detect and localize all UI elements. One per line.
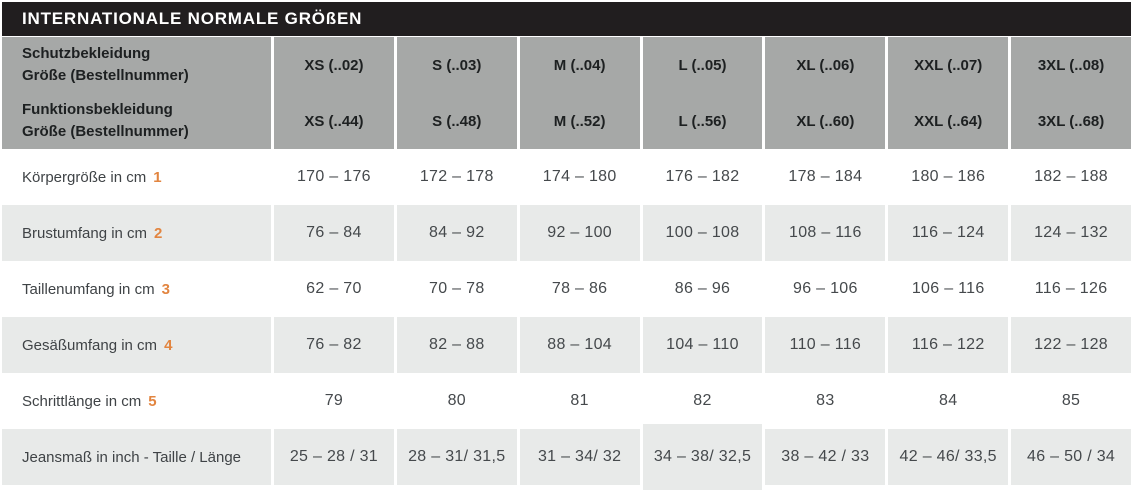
table-cell: 100 – 108 <box>642 205 763 261</box>
table-cell: 42 – 46/ 33,5 <box>888 429 1009 485</box>
row-label-text: Jeansmaß in inch - Taille / Länge <box>22 448 242 466</box>
table-row-koerpergroesse: Körpergröße in cm 1 170 – 176 172 – 178 … <box>2 149 1131 205</box>
size-header-cell: S (..03) <box>396 37 517 93</box>
table-cell: 84 <box>888 373 1009 429</box>
table-row-gesaessumfang: Gesäßumfang in cm 4 76 – 82 82 – 88 88 –… <box>2 317 1131 373</box>
header-label-funktionsbekleidung: Funktionsbekleidung Größe (Bestellnummer… <box>2 93 271 149</box>
row-label-text: Gesäßumfang in cm <box>22 336 158 354</box>
table-cell: 180 – 186 <box>888 149 1009 205</box>
table-cell: 182 – 188 <box>1011 149 1131 205</box>
table-row-jeansmass: Jeansmaß in inch - Taille / Länge 25 – 2… <box>2 424 1131 490</box>
table-row-brustumfang: Brustumfang in cm 2 76 – 84 84 – 92 92 –… <box>2 205 1131 261</box>
header-label-line1: Funktionsbekleidung <box>22 101 173 118</box>
row-label: Gesäßumfang in cm 4 <box>2 317 271 373</box>
table-cell: 110 – 116 <box>765 317 886 373</box>
table-cell: 88 – 104 <box>519 317 640 373</box>
table-cell: 116 – 126 <box>1011 261 1131 317</box>
size-header-cell: 3XL (..68) <box>1011 93 1131 149</box>
footnote-marker: 1 <box>153 168 162 186</box>
table-cell: 85 <box>1011 373 1131 429</box>
table-cell: 84 – 92 <box>396 205 517 261</box>
table-cell: 83 <box>765 373 886 429</box>
size-header-cell: 3XL (..08) <box>1011 37 1131 93</box>
table-cell: 78 – 86 <box>519 261 640 317</box>
table-cell: 82 <box>642 373 763 429</box>
table-cell: 46 – 50 / 34 <box>1011 429 1131 485</box>
table-cell: 124 – 132 <box>1011 205 1131 261</box>
size-header-cell: XL (..06) <box>765 37 886 93</box>
size-header-cell: XL (..60) <box>765 93 886 149</box>
table-cell: 62 – 70 <box>274 261 394 317</box>
table-cell: 116 – 124 <box>888 205 1009 261</box>
table-row-taillenumfang: Taillenumfang in cm 3 62 – 70 70 – 78 78… <box>2 261 1131 317</box>
table-cell: 172 – 178 <box>396 149 517 205</box>
table-cell: 116 – 122 <box>888 317 1009 373</box>
row-label: Körpergröße in cm 1 <box>2 149 271 205</box>
table-header: Schutzbekleidung Größe (Bestellnummer) X… <box>2 37 1131 149</box>
size-header-cell: M (..04) <box>519 37 640 93</box>
row-label-text: Brustumfang in cm <box>22 224 148 242</box>
size-header-cell: L (..05) <box>642 37 763 93</box>
table-cell: 108 – 116 <box>765 205 886 261</box>
header-label-line2: Größe (Bestellnummer) <box>22 67 189 84</box>
table-cell: 76 – 84 <box>274 205 394 261</box>
header-label-line2: Größe (Bestellnummer) <box>22 123 189 140</box>
size-header-cell: XXL (..07) <box>888 37 1009 93</box>
row-label-text: Schrittlänge in cm <box>22 392 142 410</box>
table-cell: 86 – 96 <box>642 261 763 317</box>
table-cell: 170 – 176 <box>274 149 394 205</box>
row-label: Brustumfang in cm 2 <box>2 205 271 261</box>
table-cell: 79 <box>274 373 394 429</box>
row-label-text: Körpergröße in cm <box>22 168 147 186</box>
table-cell: 38 – 42 / 33 <box>765 429 886 485</box>
table-cell: 80 <box>396 373 517 429</box>
size-header-cell: XS (..44) <box>274 93 394 149</box>
table-row-schrittlaenge: Schrittlänge in cm 5 79 80 81 82 83 84 8… <box>2 373 1131 429</box>
row-label: Schrittlänge in cm 5 <box>2 373 271 429</box>
size-header-cell: XS (..02) <box>274 37 394 93</box>
table-cell: 34 – 38/ 32,5 <box>642 424 763 490</box>
size-header-cell: M (..52) <box>519 93 640 149</box>
title-bar: INTERNATIONALE NORMALE GRÖßEN <box>2 2 1131 36</box>
row-label: Jeansmaß in inch - Taille / Länge <box>2 429 271 485</box>
table-cell: 178 – 184 <box>765 149 886 205</box>
table-cell: 174 – 180 <box>519 149 640 205</box>
table-cell: 76 – 82 <box>274 317 394 373</box>
table-cell: 92 – 100 <box>519 205 640 261</box>
table-cell: 25 – 28 / 31 <box>274 429 394 485</box>
size-header-cell: L (..56) <box>642 93 763 149</box>
table-cell: 96 – 106 <box>765 261 886 317</box>
table-cell: 28 – 31/ 31,5 <box>396 429 517 485</box>
size-header-cell: S (..48) <box>396 93 517 149</box>
footnote-marker: 2 <box>154 224 163 242</box>
footnote-marker: 4 <box>164 336 173 354</box>
row-label: Taillenumfang in cm 3 <box>2 261 271 317</box>
table-cell: 104 – 110 <box>642 317 763 373</box>
table-cell: 106 – 116 <box>888 261 1009 317</box>
table-cell: 31 – 34/ 32 <box>519 429 640 485</box>
table-cell: 176 – 182 <box>642 149 763 205</box>
page-title: INTERNATIONALE NORMALE GRÖßEN <box>22 9 363 28</box>
header-label-schutzbekleidung: Schutzbekleidung Größe (Bestellnummer) <box>2 37 271 93</box>
table-cell: 122 – 128 <box>1011 317 1131 373</box>
table-cell: 81 <box>519 373 640 429</box>
size-header-cell: XXL (..64) <box>888 93 1009 149</box>
table-cell: 70 – 78 <box>396 261 517 317</box>
row-label-text: Taillenumfang in cm <box>22 280 155 298</box>
table-cell: 82 – 88 <box>396 317 517 373</box>
footnote-marker: 3 <box>161 280 170 298</box>
header-label-line1: Schutzbekleidung <box>22 45 151 62</box>
footnote-marker: 5 <box>148 392 157 410</box>
